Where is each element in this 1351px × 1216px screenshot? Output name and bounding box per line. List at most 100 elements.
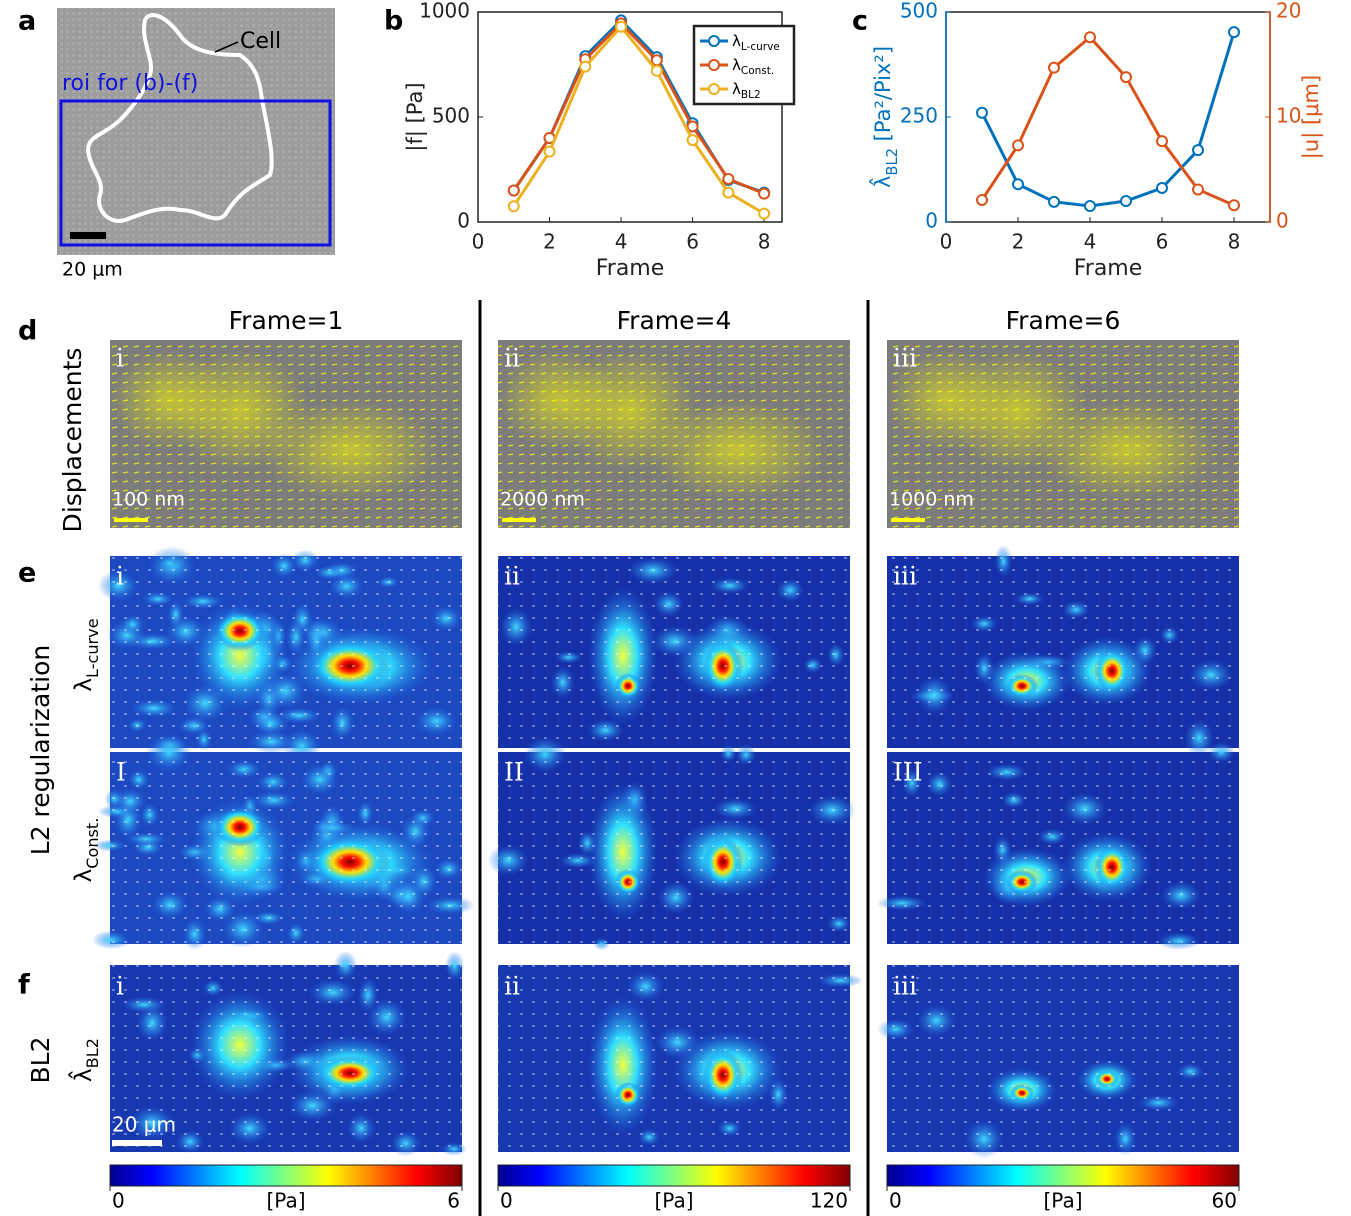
point bbox=[758, 187, 771, 200]
x-axis-label: Frame bbox=[596, 256, 665, 281]
panel-tag: ii bbox=[504, 562, 520, 591]
annotation-line bbox=[214, 41, 239, 53]
panel-label: c bbox=[852, 6, 868, 37]
displacement-field bbox=[498, 340, 850, 528]
point bbox=[650, 64, 663, 77]
colorbar-label: 60 bbox=[1212, 1189, 1237, 1213]
series-line bbox=[512, 21, 765, 196]
y-tick-label: 250 bbox=[900, 104, 938, 128]
row-label: λL-curve bbox=[71, 618, 103, 691]
panel-tag: iii bbox=[893, 562, 917, 591]
cell-outline bbox=[85, 13, 274, 223]
y2-tick-label: 20 bbox=[1276, 0, 1301, 23]
panel-label: b bbox=[384, 6, 403, 37]
scale-label: 1000 nm bbox=[889, 489, 974, 511]
colorbar-label: 6 bbox=[447, 1189, 460, 1213]
vector-field bbox=[110, 752, 462, 944]
x-tick-label: 2 bbox=[1012, 230, 1025, 254]
displacement-field bbox=[887, 340, 1239, 528]
colorbar-label: 0 bbox=[112, 1189, 125, 1213]
point bbox=[1192, 144, 1204, 157]
x-tick-label: 6 bbox=[1156, 230, 1169, 254]
annotation: Cell bbox=[240, 29, 281, 54]
legend-marker bbox=[708, 83, 720, 95]
series-line bbox=[512, 24, 765, 215]
vector-field bbox=[498, 556, 850, 748]
row-label: L2 regularization bbox=[26, 645, 55, 855]
point bbox=[1084, 31, 1096, 44]
dividers bbox=[478, 300, 870, 1216]
row-label: Displacements bbox=[58, 348, 87, 533]
row-label: λ̂BL2 bbox=[67, 1038, 102, 1082]
column-header: Frame=6 bbox=[1006, 306, 1121, 335]
x-tick-label: 8 bbox=[1228, 230, 1241, 254]
point bbox=[686, 120, 699, 133]
series-line bbox=[980, 35, 1235, 207]
vector-field bbox=[110, 556, 462, 748]
point bbox=[543, 145, 556, 158]
vector-field bbox=[887, 752, 1239, 944]
panel-tag: III bbox=[893, 758, 923, 787]
colorbar-label: 120 bbox=[810, 1189, 848, 1213]
column-header: Frame=1 bbox=[229, 306, 344, 335]
panel-tag: I bbox=[116, 758, 126, 787]
x-tick-label: 0 bbox=[940, 230, 953, 254]
point bbox=[976, 193, 988, 206]
x-tick-label: 8 bbox=[758, 230, 771, 254]
panel-label: f bbox=[18, 970, 30, 1001]
panel-tag: i bbox=[116, 344, 124, 373]
legend-label: λConst. bbox=[732, 56, 774, 78]
y-tick-label: 0 bbox=[925, 209, 938, 233]
point bbox=[615, 20, 628, 33]
legend-label: λBL2 bbox=[732, 80, 761, 102]
x-tick-label: 0 bbox=[472, 230, 485, 254]
point bbox=[722, 172, 735, 185]
heatmap bbox=[97, 546, 463, 764]
heatmap bbox=[498, 965, 864, 1152]
scale-label: 20 μm bbox=[112, 1113, 176, 1137]
panel-tag: i bbox=[116, 972, 124, 1001]
y-axis-label: |f| [Pa] bbox=[403, 82, 428, 151]
y2-tick-label: 10 bbox=[1276, 104, 1301, 128]
point bbox=[1156, 135, 1168, 148]
scale-arrow bbox=[891, 518, 925, 522]
panel-tag: ii bbox=[504, 972, 520, 1001]
point bbox=[1120, 71, 1132, 84]
row-label: BL2 bbox=[26, 1037, 55, 1084]
heatmap bbox=[877, 965, 1239, 1159]
y-tick-label: 0 bbox=[457, 209, 470, 233]
x-axis-label: Frame bbox=[1074, 256, 1143, 281]
vector-field bbox=[887, 556, 1239, 748]
roi-label: roi for (b)-(f) bbox=[62, 71, 198, 96]
panel-tag: II bbox=[504, 758, 524, 787]
heatmap bbox=[887, 544, 1239, 758]
vector-field bbox=[887, 965, 1239, 1152]
colorbar-unit: [Pa] bbox=[1043, 1189, 1082, 1213]
point bbox=[1228, 26, 1240, 39]
panel-tag: iii bbox=[893, 344, 917, 373]
panel-label: a bbox=[18, 6, 36, 37]
point bbox=[507, 200, 520, 213]
heatmap bbox=[487, 736, 857, 951]
legend-label: λL-curve bbox=[732, 32, 780, 54]
plot-frame bbox=[945, 11, 1271, 223]
point bbox=[579, 60, 592, 73]
panel-tag: ii bbox=[504, 344, 520, 373]
heatmap bbox=[876, 741, 1239, 950]
vector-field bbox=[498, 752, 850, 944]
colorbar bbox=[497, 1164, 851, 1187]
scale-bar bbox=[112, 1140, 162, 1146]
y-axis-label: λ̂BL2 [Pa²/Pix²] bbox=[869, 46, 900, 188]
point bbox=[686, 134, 699, 147]
displacement-field bbox=[110, 340, 462, 528]
scale-bar bbox=[70, 232, 106, 239]
scale-label: 2000 nm bbox=[500, 489, 585, 511]
colorbar-label: 0 bbox=[500, 1189, 513, 1213]
legend-marker bbox=[708, 59, 720, 71]
scale-arrow bbox=[502, 518, 536, 522]
point bbox=[1192, 183, 1204, 196]
point bbox=[1120, 195, 1132, 207]
panel-a bbox=[57, 8, 335, 255]
point bbox=[758, 207, 771, 220]
